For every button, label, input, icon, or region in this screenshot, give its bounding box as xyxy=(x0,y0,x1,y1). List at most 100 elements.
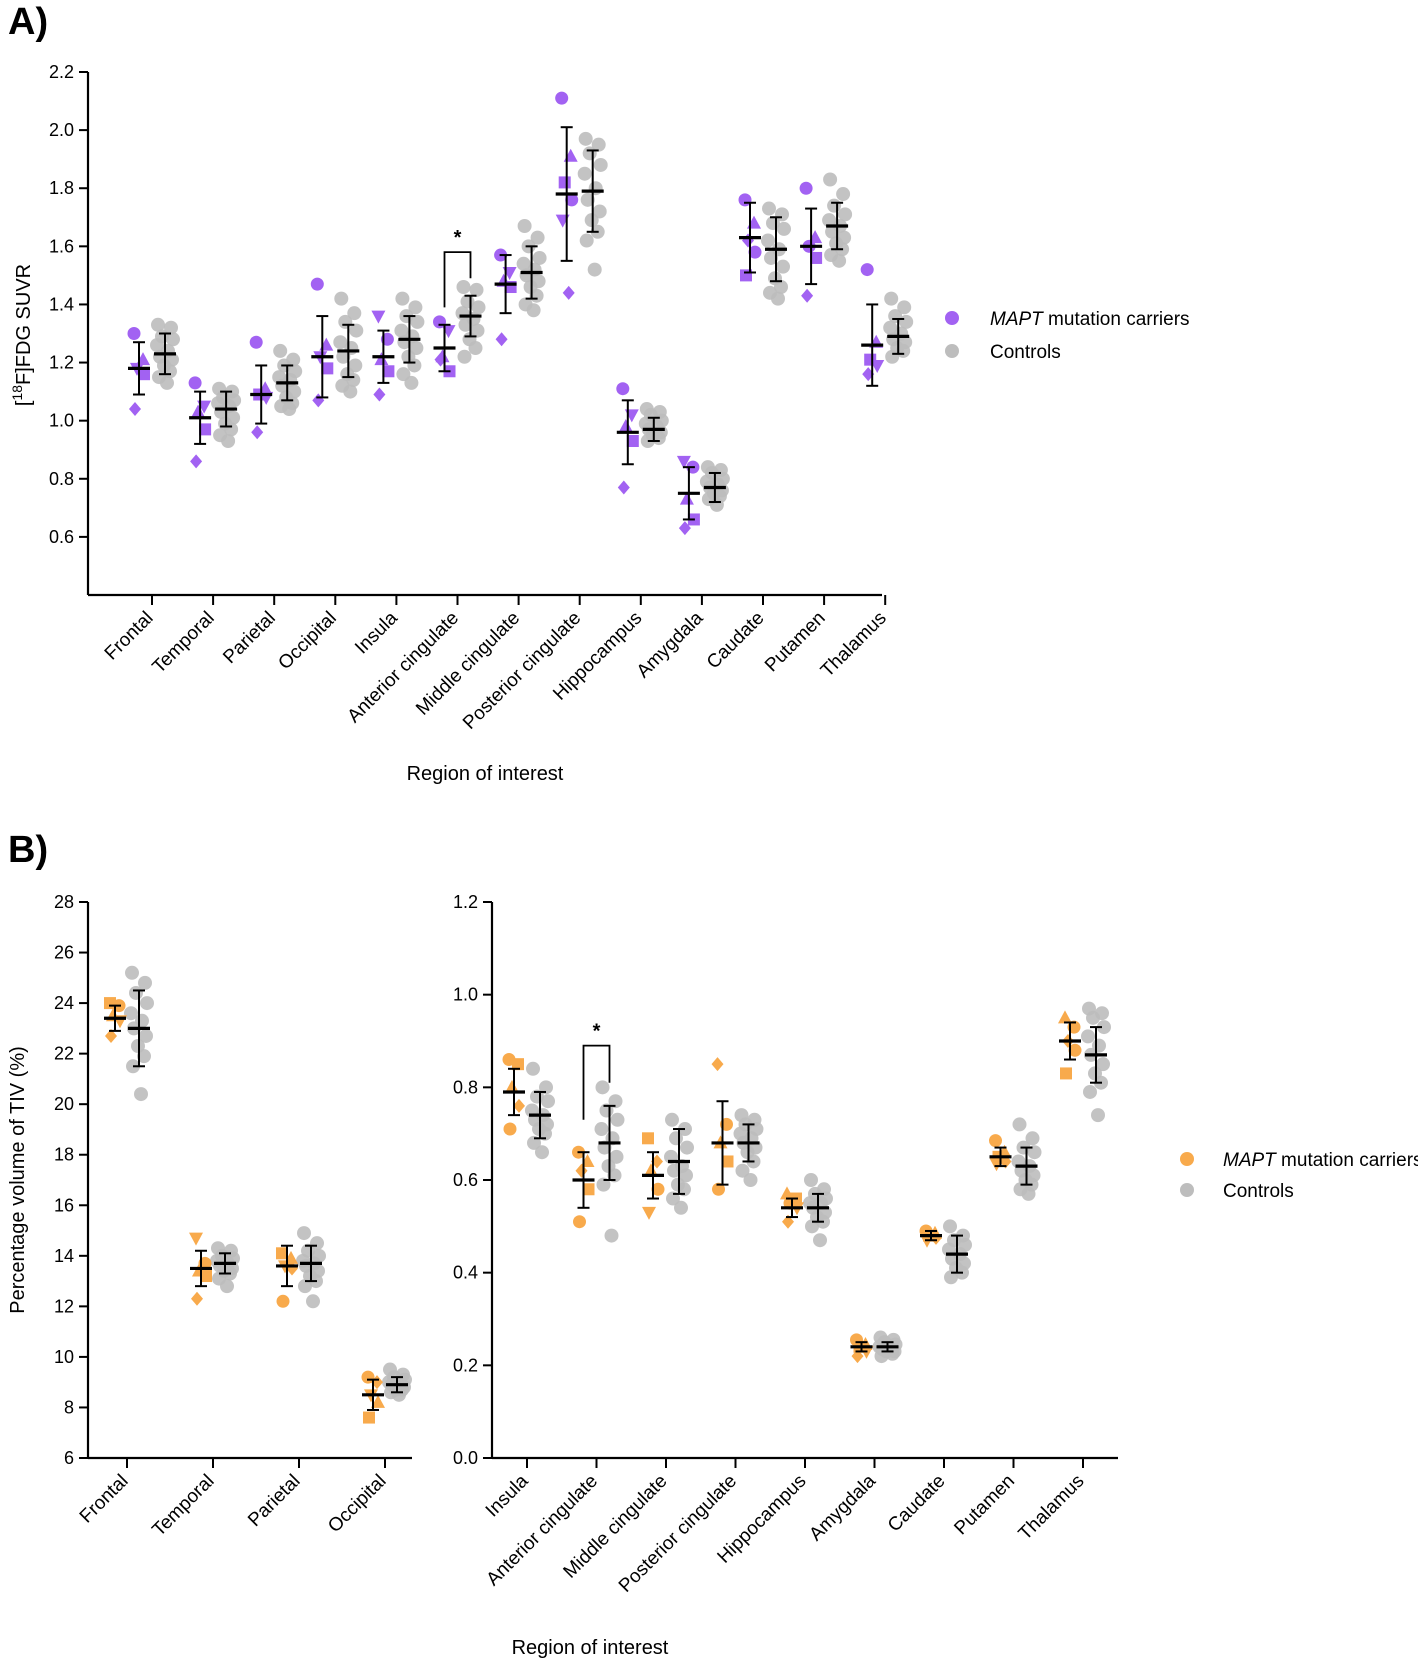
chart-b1-ytick-label: 6 xyxy=(64,1448,74,1468)
chart-a-mapt-point xyxy=(382,365,395,378)
chart-b2-control-point xyxy=(669,1131,683,1146)
chart-b2-mapt-point xyxy=(651,1182,665,1196)
legend-a-mapt-italic: MAPT xyxy=(990,309,1044,330)
chart-b2-control-point xyxy=(1096,1057,1110,1072)
chart-b2-ytick-label: 0.2 xyxy=(453,1355,478,1375)
chart-b1-ytick-label: 16 xyxy=(54,1195,74,1215)
chart-a-control-point xyxy=(395,291,410,306)
chart-b2-mapt-point xyxy=(644,1163,658,1177)
chart-a-control-point xyxy=(408,300,423,315)
chart-b2-control-point xyxy=(1091,1108,1105,1123)
chart-a-xtick-label-temporal: Temporal xyxy=(149,608,219,678)
chart-b2-mapt-point xyxy=(1068,1043,1082,1057)
chart-b2-mapt-point xyxy=(512,1058,524,1071)
chart-b2-mapt-point xyxy=(721,1155,734,1168)
chart-b2-significance-star: * xyxy=(593,1021,601,1043)
chart-b2-mapt-point xyxy=(1060,1067,1072,1080)
chart-a-ytick-label: 2.0 xyxy=(49,120,74,140)
chart-b2-mapt-point xyxy=(711,1057,724,1072)
chart-a-control-point xyxy=(333,335,348,350)
chart-a-control-point xyxy=(410,314,425,329)
chart-b2-control-point xyxy=(1027,1145,1042,1160)
chart-b2-ytick-label: 1.2 xyxy=(453,892,478,912)
chart-a-control-point xyxy=(516,256,531,271)
chart-a-mapt-point xyxy=(742,233,754,248)
chart-a-ytick-label: 0.8 xyxy=(49,469,74,489)
chart-b2-control-point xyxy=(527,1135,541,1150)
chart-b2-mapt-point xyxy=(851,1349,864,1364)
chart-b2-xtick-label-insula: Insula xyxy=(482,1470,533,1521)
chart-a-control-point xyxy=(587,262,602,277)
chart-a-control-point xyxy=(823,172,838,187)
chart-a-control-point xyxy=(822,213,837,228)
chart-a-control-point xyxy=(884,291,899,306)
chart-b1-xtick-label-parietal: Parietal xyxy=(244,1471,304,1531)
chart-a-mapt-point xyxy=(190,454,203,469)
chart-a-mapt-point xyxy=(127,327,141,340)
chart-b1-ytick-label: 18 xyxy=(54,1145,74,1165)
chart-b1-control-point xyxy=(139,1028,153,1043)
chart-b2-control-point xyxy=(735,1163,750,1178)
chart-b2-mapt-point xyxy=(782,1214,794,1229)
chart-a-mapt-point xyxy=(626,435,639,448)
chart-a-mapt-point xyxy=(555,91,569,105)
chart-a-significance-star: * xyxy=(454,227,462,249)
chart-a-ytick-label: 1.8 xyxy=(49,178,74,198)
legend-a-mapt-marker xyxy=(945,311,959,325)
chart-b2-control-point xyxy=(1081,1029,1095,1044)
chart-b2-control-point xyxy=(541,1094,555,1109)
chart-b1-control-point xyxy=(125,965,139,980)
chart-a-mapt-point xyxy=(191,404,206,418)
chart-a-control-point xyxy=(151,317,165,332)
chart-a-control-point xyxy=(825,224,840,239)
legend-b-mapt-label: MAPT mutation carriers xyxy=(1223,1150,1418,1171)
chart-b1-control-point xyxy=(134,1087,148,1102)
chart-b2-xtick-label-caudate: Caudate xyxy=(884,1471,950,1537)
chart-a-mapt-point xyxy=(373,387,386,402)
chart-b2-control-point xyxy=(1025,1131,1040,1146)
chart-b2-xtick-label-putamen: Putamen xyxy=(950,1471,1019,1540)
chart-b1-control-point xyxy=(298,1279,312,1294)
chart-a-significance-bracket xyxy=(443,251,472,308)
chart-b2-control-point xyxy=(535,1145,549,1160)
chart-a-control-point xyxy=(334,291,349,306)
chart-a-control-point xyxy=(166,332,180,347)
chart-b-xlabel: Region of interest xyxy=(512,1637,669,1659)
chart-a-mapt-point xyxy=(374,352,389,366)
chart-a-control-point xyxy=(832,253,847,268)
chart-a-mapt-point xyxy=(617,480,630,495)
chart-a-control-point xyxy=(593,157,608,172)
chart-a-control-point xyxy=(588,181,603,196)
chart-b1-mapt-point xyxy=(191,1291,203,1306)
chart-a-ylabel-sup: 18 xyxy=(9,385,25,401)
chart-a-mapt-point xyxy=(199,423,212,436)
chart-a-mapt-point xyxy=(676,455,691,469)
chart-a-mapt-point xyxy=(870,359,885,373)
chart-b2-control-point xyxy=(604,1228,619,1243)
chart-b2-control-point xyxy=(665,1112,679,1127)
chart-a-control-point xyxy=(164,320,178,335)
chart-a-control-point xyxy=(774,280,788,295)
chart-a-xtick-label-thalamus: Thalamus xyxy=(817,608,891,682)
chart-b2-control-point xyxy=(1086,1010,1100,1025)
chart-a-control-point xyxy=(517,218,532,233)
chart-a-mapt-point xyxy=(801,288,814,303)
chart-b1-xtick-label-frontal: Frontal xyxy=(76,1471,133,1528)
chart-a-control-point xyxy=(885,349,900,364)
chart-a-mapt-point xyxy=(678,521,691,536)
chart-b2-mapt-point xyxy=(582,1183,595,1196)
chart-b1-mapt-point xyxy=(189,1232,203,1246)
legend-b: MAPT mutation carriers Controls xyxy=(1180,1150,1418,1202)
chart-a-mapt-point xyxy=(251,425,264,440)
chart-a-control-point xyxy=(777,221,791,236)
chart-a-xtick-label-middle-cingulate: Middle cingulate xyxy=(412,608,524,720)
chart-b2-control-point xyxy=(679,1168,693,1183)
chart-b2-control-point xyxy=(813,1233,827,1248)
chart-a-mapt-point xyxy=(799,181,813,195)
chart-b1-control-point xyxy=(140,996,154,1011)
chart-b1-ytick-label: 22 xyxy=(54,1044,74,1064)
chart-a-mapt-point xyxy=(860,263,874,277)
chart-a-control-point xyxy=(221,434,236,449)
